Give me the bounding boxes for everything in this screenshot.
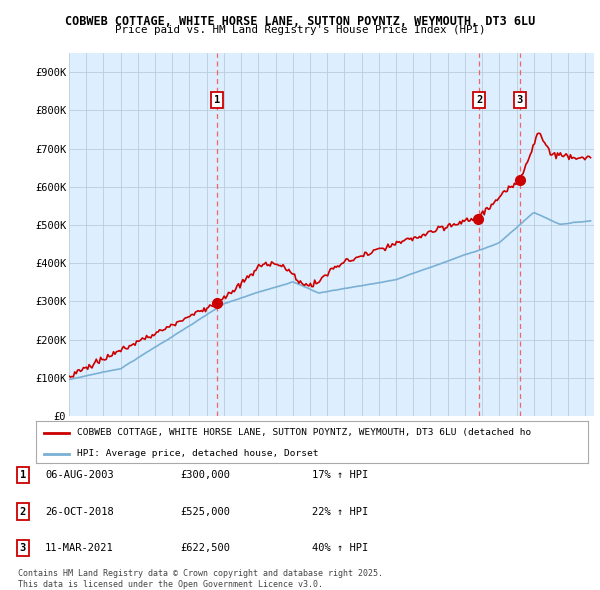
- Text: 3: 3: [20, 543, 26, 553]
- Text: Price paid vs. HM Land Registry's House Price Index (HPI): Price paid vs. HM Land Registry's House …: [115, 25, 485, 35]
- Text: 2: 2: [20, 507, 26, 516]
- Text: £525,000: £525,000: [180, 507, 230, 516]
- Text: Contains HM Land Registry data © Crown copyright and database right 2025.
This d: Contains HM Land Registry data © Crown c…: [18, 569, 383, 589]
- Text: COBWEB COTTAGE, WHITE HORSE LANE, SUTTON POYNTZ, WEYMOUTH, DT3 6LU: COBWEB COTTAGE, WHITE HORSE LANE, SUTTON…: [65, 15, 535, 28]
- Text: 17% ↑ HPI: 17% ↑ HPI: [312, 470, 368, 480]
- Text: HPI: Average price, detached house, Dorset: HPI: Average price, detached house, Dors…: [77, 450, 319, 458]
- Text: 11-MAR-2021: 11-MAR-2021: [45, 543, 114, 553]
- Text: 06-AUG-2003: 06-AUG-2003: [45, 470, 114, 480]
- Text: 1: 1: [20, 470, 26, 480]
- Text: 1: 1: [214, 95, 220, 105]
- Text: COBWEB COTTAGE, WHITE HORSE LANE, SUTTON POYNTZ, WEYMOUTH, DT3 6LU (detached ho: COBWEB COTTAGE, WHITE HORSE LANE, SUTTON…: [77, 428, 532, 437]
- Text: £622,500: £622,500: [180, 543, 230, 553]
- Text: 22% ↑ HPI: 22% ↑ HPI: [312, 507, 368, 516]
- Text: £300,000: £300,000: [180, 470, 230, 480]
- Text: 2: 2: [476, 95, 482, 105]
- Text: 3: 3: [517, 95, 523, 105]
- Text: 40% ↑ HPI: 40% ↑ HPI: [312, 543, 368, 553]
- Text: 26-OCT-2018: 26-OCT-2018: [45, 507, 114, 516]
